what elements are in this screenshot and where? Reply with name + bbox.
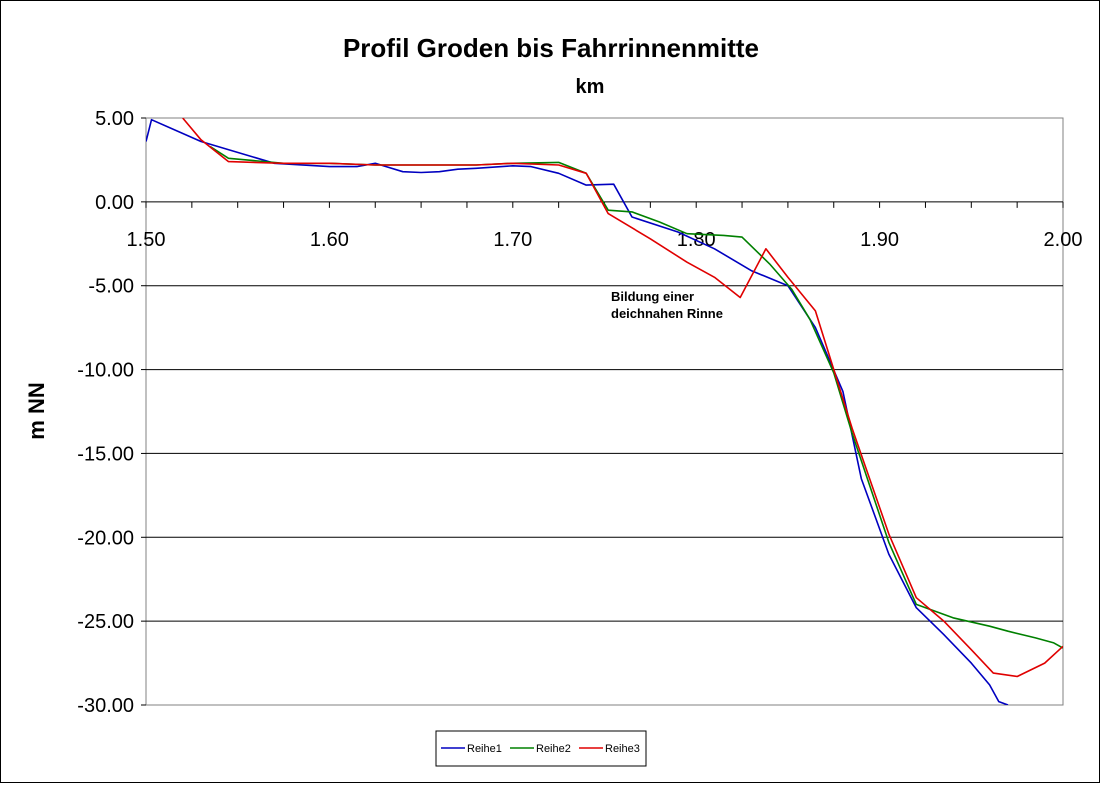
y-tick-label: 5.00 [95, 108, 134, 130]
series-line-reihe1 [146, 118, 1009, 705]
x-tick-label: 1.90 [860, 229, 899, 251]
x-tick-label: 2.00 [1044, 229, 1083, 251]
y-tick-label: -10.00 [77, 360, 134, 382]
y-tick-label: 0.00 [95, 192, 134, 214]
legend: Reihe1 Reihe2 Reihe3 [435, 730, 647, 767]
y-tick-label: -20.00 [77, 527, 134, 549]
y-tick-label: -5.00 [88, 276, 134, 298]
axes: 5.00 0.00 -5.00 -10.00 -15.00 -20.00 -25.00 -30… [77, 108, 1082, 717]
x-tick-label: 1.60 [310, 229, 349, 251]
y-tick-label: -30.00 [77, 695, 134, 717]
legend-box [435, 730, 647, 767]
legend-label-reihe1: Reihe1 [467, 743, 502, 755]
plot-area [145, 117, 1064, 706]
chart-title: Profil Groden bis Fahrrinnenmitte [343, 33, 759, 63]
series-line-reihe3 [182, 118, 1063, 678]
annotation-line-1: Bildung einer [611, 289, 694, 304]
series-line-reihe2 [209, 145, 1063, 649]
chart-subtitle: km [576, 76, 605, 98]
y-tick-label: -15.00 [77, 443, 134, 465]
y-tick-label: -25.00 [77, 611, 134, 633]
legend-label-reihe2: Reihe2 [536, 743, 571, 755]
y-axis-label: m NN [24, 382, 49, 439]
annotation-line-2: deichnahen Rinne [611, 306, 723, 321]
x-tick-label: 1.50 [127, 229, 166, 251]
legend-label-reihe3: Reihe3 [605, 743, 640, 755]
series-lines [146, 118, 1063, 705]
x-tick-label: 1.70 [493, 229, 532, 251]
grid-lines [146, 285, 1063, 622]
